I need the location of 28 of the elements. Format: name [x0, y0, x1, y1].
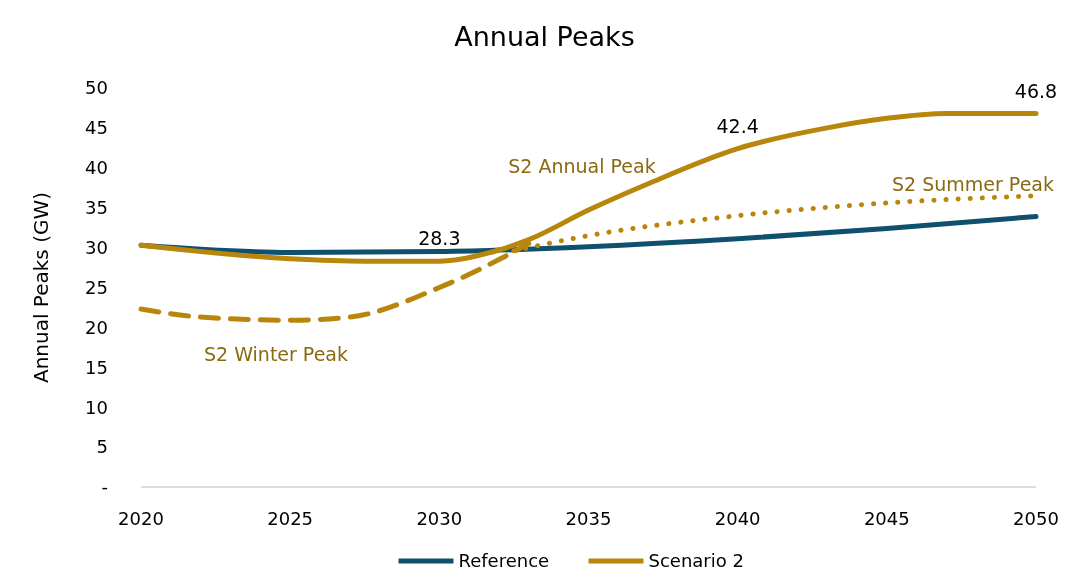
annotation: S2 Annual Peak: [508, 155, 656, 177]
y-tick-label: 35: [85, 197, 108, 218]
x-tick-label: 2030: [416, 508, 463, 529]
y-tick-label: 25: [85, 276, 108, 298]
x-tick-label: 2025: [267, 508, 314, 529]
y-tick-label: 40: [85, 157, 108, 179]
y-tick-label: 30: [85, 236, 108, 258]
y-tick-label: -: [101, 476, 108, 498]
annotation: S2 Summer Peak: [892, 173, 1054, 195]
legend-label: Scenario 2: [648, 550, 744, 571]
legend-label: Reference: [458, 550, 550, 571]
chart-title: Annual Peaks: [454, 21, 635, 52]
x-tick-label: 2045: [863, 508, 910, 529]
data-label: 28.3: [418, 227, 461, 250]
y-tick-label: 5: [96, 436, 108, 458]
x-tick-label: 2040: [714, 508, 761, 529]
x-tick-label: 2035: [565, 508, 612, 529]
y-axis-title: Annual Peaks (GW): [29, 191, 53, 384]
y-tick-label: 45: [85, 117, 108, 139]
y-tick-label: 50: [85, 77, 108, 99]
data-label: 42.4: [716, 114, 759, 137]
data-label: 46.8: [1014, 79, 1058, 102]
y-tick-label: 20: [85, 316, 108, 338]
x-tick-label: 2050: [1013, 508, 1059, 529]
y-tick-label: 10: [85, 396, 108, 418]
x-tick-label: 2020: [118, 508, 164, 529]
annotation: S2 Winter Peak: [204, 343, 348, 365]
y-tick-label: 15: [85, 356, 108, 378]
